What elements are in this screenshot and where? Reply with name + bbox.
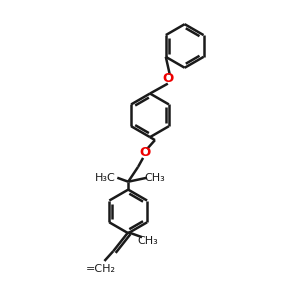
Text: CH₃: CH₃ [138,236,158,246]
Text: O: O [140,146,151,160]
Text: O: O [162,72,173,85]
Text: =CH₂: =CH₂ [85,264,116,274]
Text: H₃C: H₃C [95,173,116,183]
Text: CH₃: CH₃ [145,173,165,183]
